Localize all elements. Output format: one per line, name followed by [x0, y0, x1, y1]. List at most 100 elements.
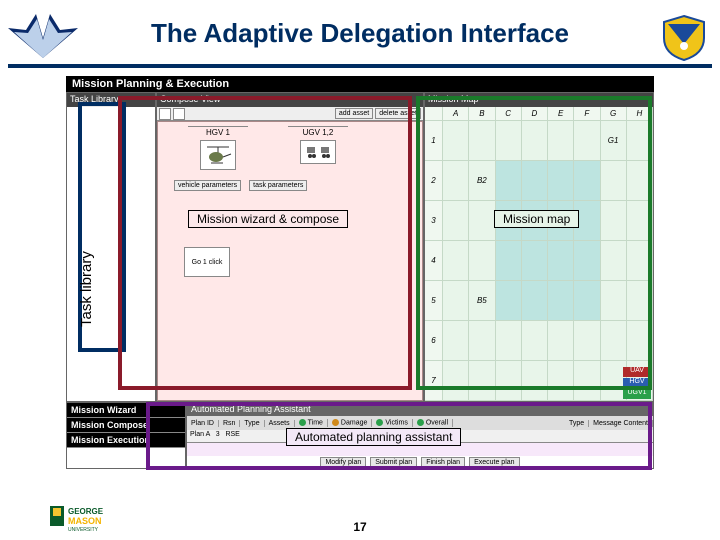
- apa-tab[interactable]: Overall: [413, 419, 453, 426]
- map-cell[interactable]: [522, 121, 548, 161]
- app-titlebar: Mission Planning & Execution: [66, 76, 654, 92]
- map-col-header: A: [443, 107, 469, 121]
- map-cell[interactable]: [522, 361, 548, 401]
- map-cell[interactable]: [574, 161, 600, 201]
- map-cell[interactable]: [443, 241, 469, 281]
- map-cell[interactable]: [627, 281, 653, 321]
- apa-tab[interactable]: Damage: [328, 419, 372, 426]
- map-cell[interactable]: [496, 281, 522, 321]
- map-cell[interactable]: [627, 201, 653, 241]
- slide-header: The Adaptive Delegation Interface: [0, 0, 720, 64]
- map-cell[interactable]: [601, 241, 627, 281]
- map-cell[interactable]: [574, 361, 600, 401]
- map-cell[interactable]: [522, 281, 548, 321]
- go-block[interactable]: Go 1 click: [184, 247, 230, 277]
- prop-selector[interactable]: [173, 108, 185, 120]
- helicopter-icon: [200, 140, 236, 170]
- nav-execution[interactable]: Mission Execution: [67, 433, 185, 448]
- map-cell[interactable]: [443, 121, 469, 161]
- apa-button-row: Modify plan Submit plan Finish plan Exec…: [187, 456, 653, 469]
- map-col-header: H: [627, 107, 653, 121]
- map-cell[interactable]: [496, 161, 522, 201]
- map-cell[interactable]: [574, 241, 600, 281]
- param-buttons-row: vehicle parameters task parameters: [174, 180, 307, 191]
- vehicle-params-button[interactable]: vehicle parameters: [174, 180, 241, 191]
- map-cell[interactable]: [443, 201, 469, 241]
- legend-item: UAV: [623, 367, 651, 377]
- submit-plan-button[interactable]: Submit plan: [370, 457, 417, 468]
- map-cell[interactable]: [469, 201, 495, 241]
- map-cell[interactable]: [627, 321, 653, 361]
- apa-tab[interactable]: Victims: [372, 419, 412, 426]
- map-row-header: 2: [425, 161, 443, 201]
- prop-selector[interactable]: [159, 108, 171, 120]
- map-cell[interactable]: [601, 321, 627, 361]
- finish-plan-button[interactable]: Finish plan: [421, 457, 465, 468]
- anno-wizard-compose-label: Mission wizard & compose: [188, 210, 348, 228]
- execute-plan-button[interactable]: Execute plan: [469, 457, 519, 468]
- map-col-header: B: [469, 107, 495, 121]
- apa-tab[interactable]: Time: [295, 419, 328, 426]
- map-cell[interactable]: [469, 321, 495, 361]
- map-cell[interactable]: B5: [469, 281, 495, 321]
- map-cell[interactable]: [496, 241, 522, 281]
- mission-map-header: Mission Map: [425, 93, 653, 107]
- map-cell[interactable]: [496, 321, 522, 361]
- map-cell[interactable]: [574, 281, 600, 321]
- map-col-header: F: [574, 107, 600, 121]
- map-cell[interactable]: [548, 121, 574, 161]
- map-cell[interactable]: [443, 361, 469, 401]
- map-cell[interactable]: [443, 321, 469, 361]
- map-cell[interactable]: G1: [601, 121, 627, 161]
- map-cell[interactable]: [548, 321, 574, 361]
- task-params-button[interactable]: task parameters: [249, 180, 307, 191]
- nav-compose[interactable]: Mission Compose: [67, 418, 185, 433]
- map-row-header: 3: [425, 201, 443, 241]
- map-col-header: G: [601, 107, 627, 121]
- map-row-header: 7: [425, 361, 443, 401]
- map-cell[interactable]: [627, 121, 653, 161]
- map-row-header: 1: [425, 121, 443, 161]
- map-cell[interactable]: [601, 281, 627, 321]
- map-col-header: D: [522, 107, 548, 121]
- map-cell[interactable]: [496, 361, 522, 401]
- map-cell[interactable]: [469, 241, 495, 281]
- add-asset-button[interactable]: add asset: [335, 108, 373, 119]
- apa-tab[interactable]: Rsn: [219, 420, 240, 427]
- apa-tab[interactable]: Assets: [265, 420, 295, 427]
- map-cell[interactable]: [548, 241, 574, 281]
- map-cell[interactable]: [443, 161, 469, 201]
- delete-asset-button[interactable]: delete asset: [375, 108, 421, 119]
- map-cell[interactable]: [548, 161, 574, 201]
- apa-type: RSE: [225, 431, 239, 438]
- map-cell[interactable]: [443, 281, 469, 321]
- map-cell[interactable]: [496, 121, 522, 161]
- map-cell[interactable]: [522, 321, 548, 361]
- map-cell[interactable]: [548, 361, 574, 401]
- bottom-nav: Mission Wizard Mission Compose Mission E…: [66, 402, 186, 469]
- map-cell[interactable]: [548, 281, 574, 321]
- map-cell[interactable]: [601, 201, 627, 241]
- airforce-logo: [8, 14, 78, 60]
- map-cell[interactable]: [522, 161, 548, 201]
- apa-tab-right: Message Content: [589, 420, 653, 427]
- asset-label: HGV 1: [188, 126, 248, 138]
- modify-plan-button[interactable]: Modify plan: [320, 457, 366, 468]
- svg-text:GEORGE: GEORGE: [68, 507, 104, 516]
- task-library-header: Task Library: [67, 93, 155, 107]
- apa-header: Automated Planning Assistant: [187, 403, 653, 416]
- map-col-header: C: [496, 107, 522, 121]
- apa-tab[interactable]: Plan ID: [187, 420, 219, 427]
- nav-wizard[interactable]: Mission Wizard: [67, 403, 185, 418]
- map-cell[interactable]: [522, 241, 548, 281]
- compose-canvas: HGV 1 UGV 1,2 vehicle parameters task pa…: [157, 121, 423, 401]
- map-cell[interactable]: [601, 161, 627, 201]
- map-cell[interactable]: [469, 361, 495, 401]
- map-cell[interactable]: [469, 121, 495, 161]
- map-cell[interactable]: B2: [469, 161, 495, 201]
- apa-tab[interactable]: Type: [240, 420, 264, 427]
- map-cell[interactable]: [627, 241, 653, 281]
- map-cell[interactable]: [574, 321, 600, 361]
- map-cell[interactable]: [627, 161, 653, 201]
- map-cell[interactable]: [574, 121, 600, 161]
